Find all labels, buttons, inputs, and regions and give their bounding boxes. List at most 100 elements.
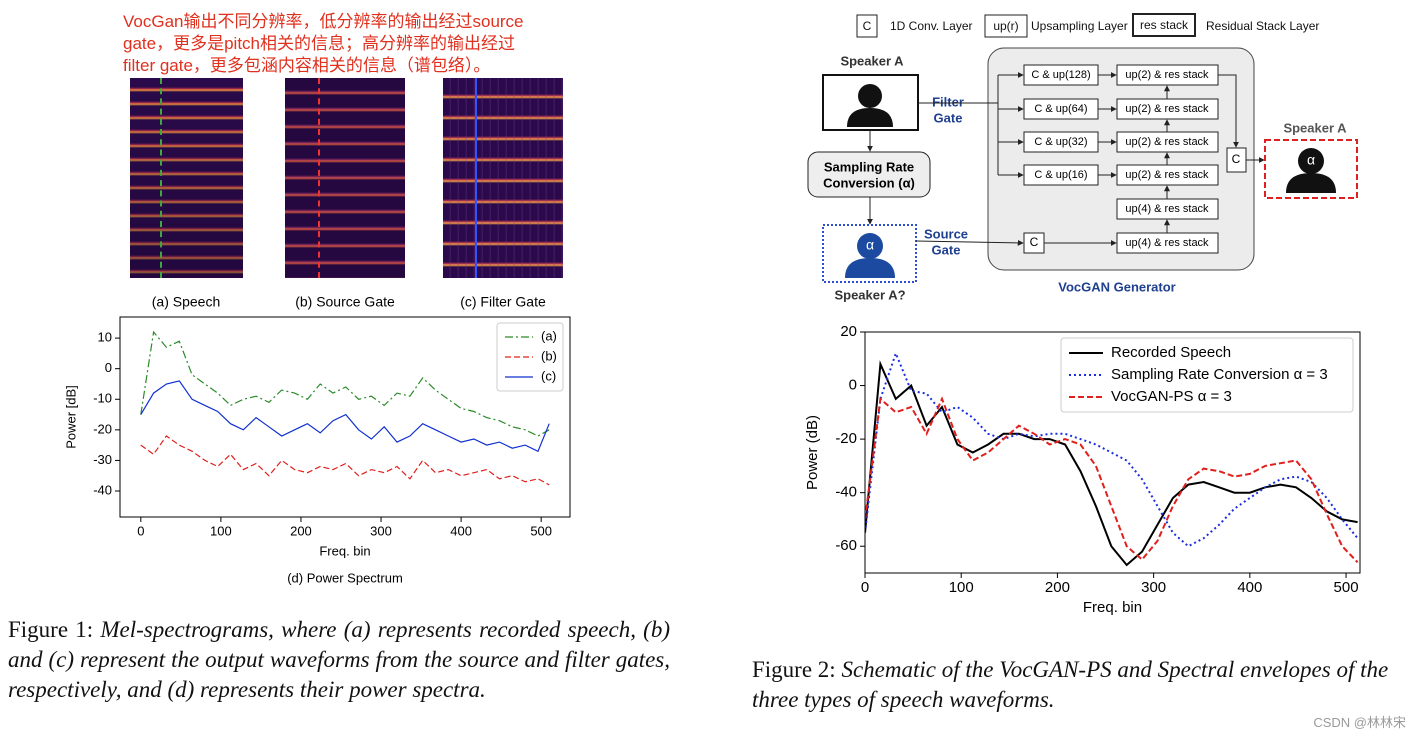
plot-frame: [864, 331, 1361, 574]
x-tick-label: 300: [370, 523, 392, 538]
person-icon: [847, 84, 893, 127]
x-tick-label: 100: [949, 579, 974, 596]
x-tick-label: 500: [530, 523, 552, 538]
x-tick-label: 0: [861, 579, 869, 596]
legend-label: Recorded Speech: [1111, 344, 1231, 361]
conversion-box: [807, 151, 931, 198]
y-tick-label: -20: [93, 421, 112, 436]
legend-box: [496, 322, 564, 392]
legend-symbol: C: [863, 19, 872, 33]
series-line: [865, 396, 1359, 563]
arrow: [1218, 74, 1239, 148]
speaker-label: Speaker A?: [834, 287, 905, 302]
legend-box: [1132, 13, 1196, 37]
series-line: [140, 435, 550, 486]
y-tick-label: -40: [835, 484, 857, 501]
legend-box: [1060, 337, 1354, 413]
y-tick-label: 10: [98, 330, 112, 345]
legend-label: VocGAN-PS α = 3: [1111, 388, 1232, 405]
series-line: [140, 380, 550, 453]
annotation-line: filter gate，更多包涵内容相关的信息（谱包络）。: [123, 56, 491, 75]
legend-label: (c): [541, 368, 556, 383]
y-tick-label: 20: [840, 323, 857, 340]
panel-caption: (c) Filter Gate: [460, 294, 546, 310]
x-tick-label: 500: [1334, 579, 1359, 596]
gate-label: Gate: [934, 110, 963, 125]
conv-block-label: C & up(16): [1034, 169, 1087, 181]
figure-caption: Figure 2: Schematic of the VocGAN-PS and…: [752, 655, 1416, 715]
x-tick-label: 300: [1141, 579, 1166, 596]
y-tick-label: 0: [849, 377, 857, 394]
y-tick-label: -40: [93, 482, 112, 497]
legend-box: [856, 14, 878, 38]
diagram-legend: C 1D Conv. Layer up(r) Upsampling Layer …: [856, 13, 1319, 38]
spectrogram: [443, 78, 563, 278]
res-block-label: up(2) & res stack: [1125, 136, 1209, 148]
caption-label: Figure 1:: [8, 617, 94, 642]
gate-label: Source: [924, 226, 968, 241]
conv-block-label: C & up(64): [1034, 103, 1087, 115]
legend-box: [984, 14, 1028, 38]
conversion-label: Sampling Rate: [824, 159, 914, 174]
conv-block-label: C & up(32): [1034, 136, 1087, 148]
person-icon: [845, 233, 895, 278]
chart-caption: (d) Power Spectrum: [287, 570, 403, 585]
conv-block-label: C & up(128): [1031, 69, 1090, 81]
speaker-label: Speaker A: [840, 53, 904, 68]
y-tick-label: -30: [93, 452, 112, 467]
conv-label: C: [1030, 235, 1039, 249]
res-block-label: up(2) & res stack: [1125, 69, 1209, 81]
legend-label: 1D Conv. Layer: [890, 19, 972, 33]
legend-label: Residual Stack Layer: [1206, 19, 1319, 33]
concat-label: C: [1232, 152, 1241, 166]
legend-label: Upsampling Layer: [1031, 19, 1128, 33]
annotation-line: gate，更多是pitch相关的信息；高分辨率的输出经过: [123, 34, 515, 53]
marker-line: [318, 78, 320, 278]
y-tick-label: 0: [105, 360, 112, 375]
y-axis-label: Power (dB): [804, 415, 821, 490]
x-tick-label: 0: [137, 523, 144, 538]
res-block-label: up(4) & res stack: [1125, 237, 1209, 249]
generator-blocks: C & up(128) C & up(64) C & up(32) C & up(16…: [998, 64, 1219, 254]
res-block-label: up(2) & res stack: [1125, 103, 1209, 115]
connector: [918, 75, 999, 175]
x-tick-label: 400: [1237, 579, 1262, 596]
alpha-symbol: α: [1307, 152, 1315, 168]
y-tick-label: -60: [835, 537, 857, 554]
panel-caption: (a) Speech: [152, 294, 220, 310]
annotation: VocGan输出不同分辨率，低分辨率的输出经过source gate，更多是pi…: [123, 11, 524, 77]
legend-symbol: res stack: [1140, 18, 1189, 32]
x-tick-label: 200: [290, 523, 312, 538]
res-block-label: up(4) & res stack: [1125, 203, 1209, 215]
x-tick-label: 200: [1045, 579, 1070, 596]
panel-caption: (b) Source Gate: [295, 294, 395, 310]
x-tick-label: 400: [450, 523, 472, 538]
x-axis-label: Freq. bin: [319, 543, 370, 558]
gate-label: Gate: [932, 242, 961, 257]
legend-symbol: up(r): [993, 19, 1018, 33]
legend-label: (a): [541, 328, 557, 343]
plot-frame: [119, 316, 571, 518]
legend-label: Sampling Rate Conversion α = 3: [1111, 366, 1328, 383]
legend-label: (b): [541, 348, 557, 363]
figure-caption: Figure 1: Mel-spectrograms, where (a) re…: [8, 615, 670, 705]
y-axis-label: Power [dB]: [63, 385, 78, 449]
conversion-label: Conversion (α): [823, 175, 915, 190]
caption-label: Figure 2:: [752, 657, 836, 682]
y-tick-label: -20: [835, 430, 857, 447]
res-block-label: up(2) & res stack: [1125, 169, 1209, 181]
marker-line: [160, 78, 162, 278]
person-icon: [1286, 148, 1336, 193]
caption-text: Schematic of the VocGAN-PS and Spectral …: [752, 657, 1389, 712]
x-tick-label: 100: [210, 523, 232, 538]
caption-text: Mel-spectrograms, where (a) represents r…: [8, 617, 670, 702]
generator-label: VocGAN Generator: [1058, 279, 1176, 294]
marker-line: [475, 78, 477, 278]
annotation-line: VocGan输出不同分辨率，低分辨率的输出经过source: [123, 12, 524, 31]
spectrogram: [130, 78, 243, 278]
gate-label: Filter: [932, 94, 964, 109]
spectrogram: [285, 78, 405, 278]
arrow: [915, 239, 1024, 246]
